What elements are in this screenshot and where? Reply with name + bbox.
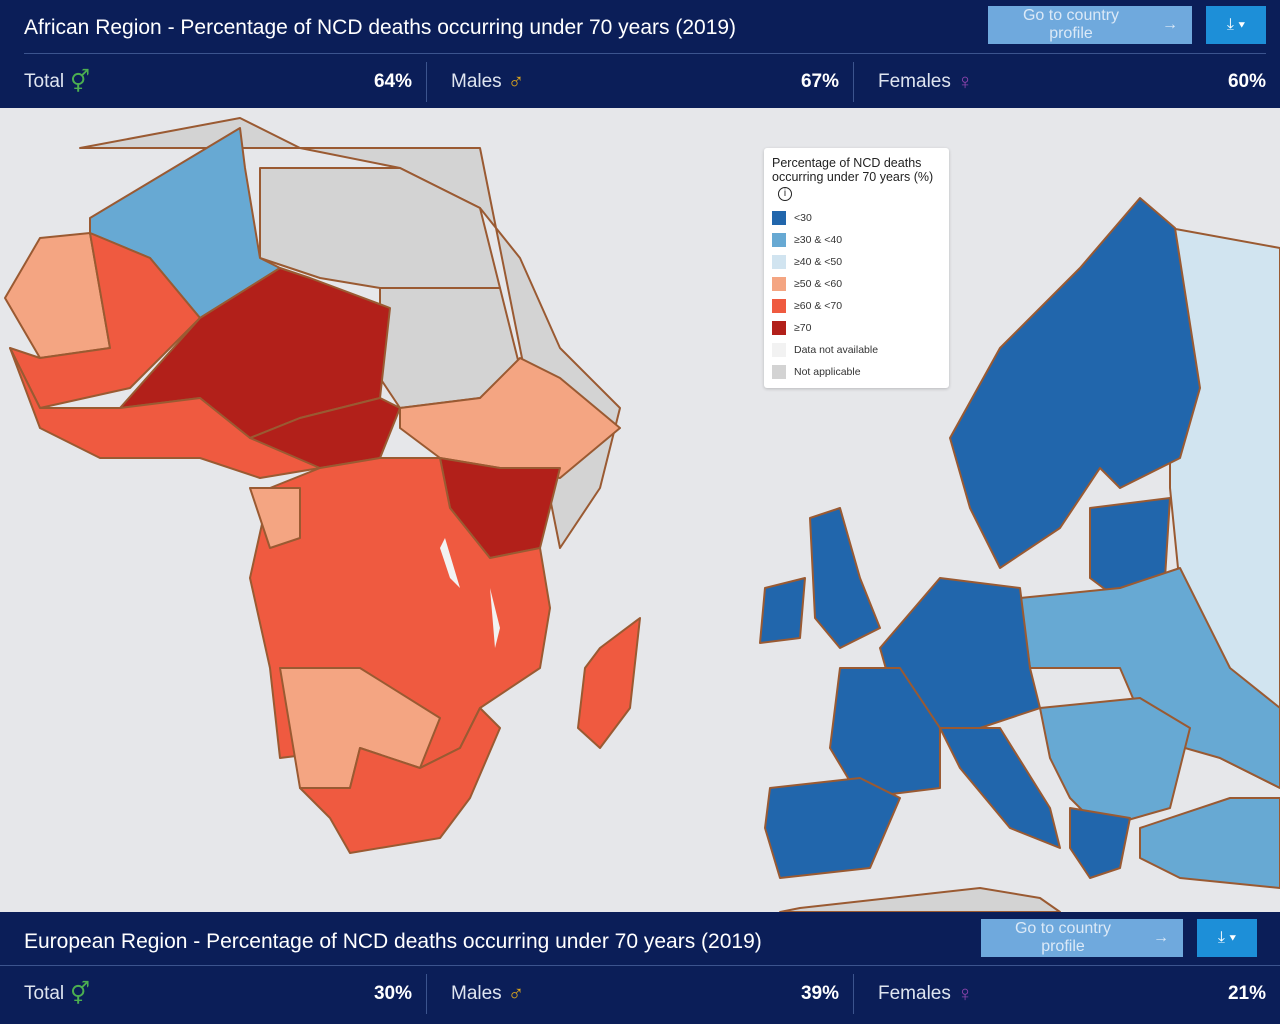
download-icon: ⤓ ▾: [1226, 16, 1246, 33]
africa-download-button[interactable]: ⤓ ▾: [1206, 6, 1266, 44]
stat-total: Total ⚥ 30%: [0, 974, 427, 1014]
country[interactable]: [299, 707, 501, 854]
stat-value: 39%: [800, 983, 839, 1004]
female-icon: ♀: [956, 69, 974, 94]
country-spain[interactable]: [764, 777, 901, 879]
info-icon[interactable]: i: [778, 187, 792, 201]
download-icon: ⤓ ▾: [1217, 929, 1237, 946]
legend-title: Percentage of NCD deaths occurring under…: [772, 156, 934, 184]
stat-value: 60%: [1227, 71, 1266, 92]
africa-title: African Region - Percentage of NCD death…: [24, 16, 737, 39]
gender-total-icon: ⚥: [70, 69, 91, 94]
stat-males: Males ♂ 67%: [427, 62, 854, 102]
legend-swatch: [772, 277, 786, 291]
legend-swatch: [772, 233, 786, 247]
country-greece[interactable]: [1069, 807, 1131, 879]
legend-swatch: [772, 211, 786, 225]
stat-label: Total: [24, 983, 65, 1004]
europe-map: [759, 197, 1280, 912]
legend-swatch: [772, 343, 786, 357]
stat-label: Total: [24, 71, 65, 92]
arrow-right-icon: →: [1162, 16, 1178, 33]
legend-label: Data not available: [794, 344, 879, 356]
country[interactable]: [1039, 697, 1191, 829]
button-label: Go to country profile: [1022, 7, 1120, 42]
legend-item: ≥50 & <60: [772, 273, 941, 295]
country-madagascar[interactable]: [577, 617, 641, 749]
stat-label: Males: [451, 71, 502, 92]
legend-swatch: [772, 365, 786, 379]
divider: [24, 53, 1266, 54]
legend-item: Not applicable: [772, 361, 941, 383]
stat-value: 30%: [373, 983, 412, 1004]
legend-item: <30: [772, 207, 941, 229]
stat-value: 67%: [800, 71, 839, 92]
country-ireland[interactable]: [759, 577, 806, 644]
legend-label: ≥50 & <60: [794, 278, 843, 290]
africa-header: African Region - Percentage of NCD death…: [0, 0, 1280, 108]
legend-label: ≥40 & <50: [794, 256, 843, 268]
stat-value: 64%: [373, 71, 412, 92]
europe-title: European Region - Percentage of NCD deat…: [24, 930, 762, 953]
legend-item: ≥70: [772, 317, 941, 339]
legend-label: <30: [794, 212, 812, 224]
stat-label: Females: [878, 983, 951, 1004]
africa-map: [4, 117, 641, 854]
europe-stats: Total ⚥ 30% Males ♂ 39% Females ♀ 21%: [0, 974, 1280, 1014]
legend-label: ≥30 & <40: [794, 234, 843, 246]
stat-females: Females ♀ 60%: [854, 62, 1280, 102]
gender-total-icon: ⚥: [70, 981, 91, 1006]
female-icon: ♀: [956, 981, 974, 1006]
country[interactable]: [249, 487, 301, 549]
country-france[interactable]: [829, 667, 941, 799]
legend-item: ≥30 & <40: [772, 229, 941, 251]
legend-item: ≥60 & <70: [772, 295, 941, 317]
stat-females: Females ♀ 21%: [854, 974, 1280, 1014]
stat-value: 21%: [1227, 983, 1266, 1004]
europe-download-button[interactable]: ⤓ ▾: [1197, 919, 1257, 957]
legend-item: Data not available: [772, 339, 941, 361]
africa-stats: Total ⚥ 64% Males ♂ 67% Females ♀ 60%: [0, 62, 1280, 102]
country[interactable]: [399, 357, 621, 479]
stat-total: Total ⚥ 64%: [0, 62, 427, 102]
europe-country-profile-button[interactable]: Go to country profile →: [981, 919, 1183, 957]
male-icon: ♂: [507, 981, 525, 1006]
africa-country-profile-button[interactable]: Go to country profile →: [988, 6, 1192, 44]
male-icon: ♂: [507, 69, 525, 94]
legend-swatch: [772, 299, 786, 313]
legend-swatch: [772, 321, 786, 335]
legend-swatch: [772, 255, 786, 269]
stat-males: Males ♂ 39%: [427, 974, 854, 1014]
stat-label: Males: [451, 983, 502, 1004]
button-label: Go to country profile: [1014, 920, 1112, 955]
arrow-right-icon: →: [1153, 929, 1169, 946]
choropleth-map[interactable]: [0, 108, 1280, 912]
legend-item: ≥40 & <50: [772, 251, 941, 273]
stat-label: Females: [878, 71, 951, 92]
divider: [0, 965, 1280, 966]
country-italy[interactable]: [939, 727, 1061, 849]
country-uk[interactable]: [809, 507, 881, 649]
legend-label: ≥60 & <70: [794, 300, 843, 312]
legend-label: Not applicable: [794, 366, 861, 378]
country[interactable]: [1019, 567, 1280, 789]
legend-label: ≥70: [794, 322, 812, 334]
map-legend: Percentage of NCD deaths occurring under…: [764, 148, 949, 388]
europe-header: European Region - Percentage of NCD deat…: [0, 912, 1280, 1024]
country[interactable]: [949, 197, 1201, 569]
country-turkey[interactable]: [1139, 797, 1280, 889]
